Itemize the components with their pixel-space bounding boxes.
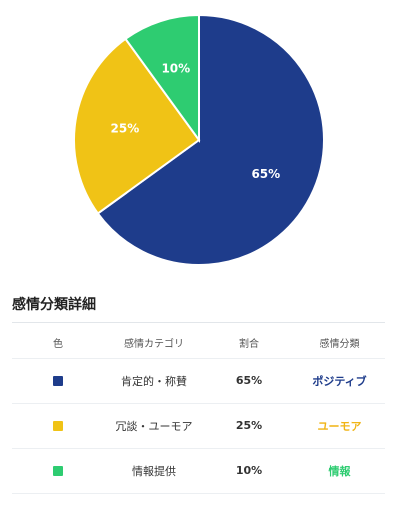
category-cell: 情報提供 [104,448,204,494]
pie-slice [73,37,201,215]
classification-cell: 情報 [294,448,385,494]
ratio-cell: 25% [204,403,294,449]
ratio-cell: 65% [204,358,294,404]
table-row: 肯定的・称賛 65% ポジティブ [12,358,385,404]
pie-slice [124,13,200,144]
table-row: 冗談・ユーモア 25% ユーモア [12,403,385,449]
color-cell [12,448,104,494]
category-cell: 冗談・ユーモア [104,403,204,449]
sentiment-breakdown-table: 色 感情カテゴリ 割合 感情分類 肯定的・称賛 65% ポジティブ 冗談・ユーモ… [12,328,385,494]
section-title: 感情分類詳細 [12,297,96,313]
header-ratio: 割合 [204,328,294,359]
category-cell: 肯定的・称賛 [104,358,204,404]
slice-label: 65% [251,167,280,181]
classification-cell: ポジティブ [294,358,385,404]
sentiment-pie-chart: 65% 25% 10% [73,13,325,266]
ratio-cell: 10% [204,448,294,494]
color-swatch [53,421,63,431]
table-header-row: 色 感情カテゴリ 割合 感情分類 [12,328,385,359]
color-swatch [53,376,63,386]
table-row: 情報提供 10% 情報 [12,448,385,494]
slice-label: 10% [161,62,190,76]
slice-label: 25% [111,121,140,135]
header-classification: 感情分類 [294,328,385,359]
color-swatch [53,466,63,476]
color-cell [12,403,104,449]
header-color: 色 [12,328,104,359]
header-category: 感情カテゴリ [104,328,204,359]
pie-chart-svg: 65% 25% 10% [73,13,325,266]
title-divider [12,322,385,323]
pie-slice [96,13,325,266]
color-cell [12,358,104,404]
classification-cell: ユーモア [294,403,385,449]
